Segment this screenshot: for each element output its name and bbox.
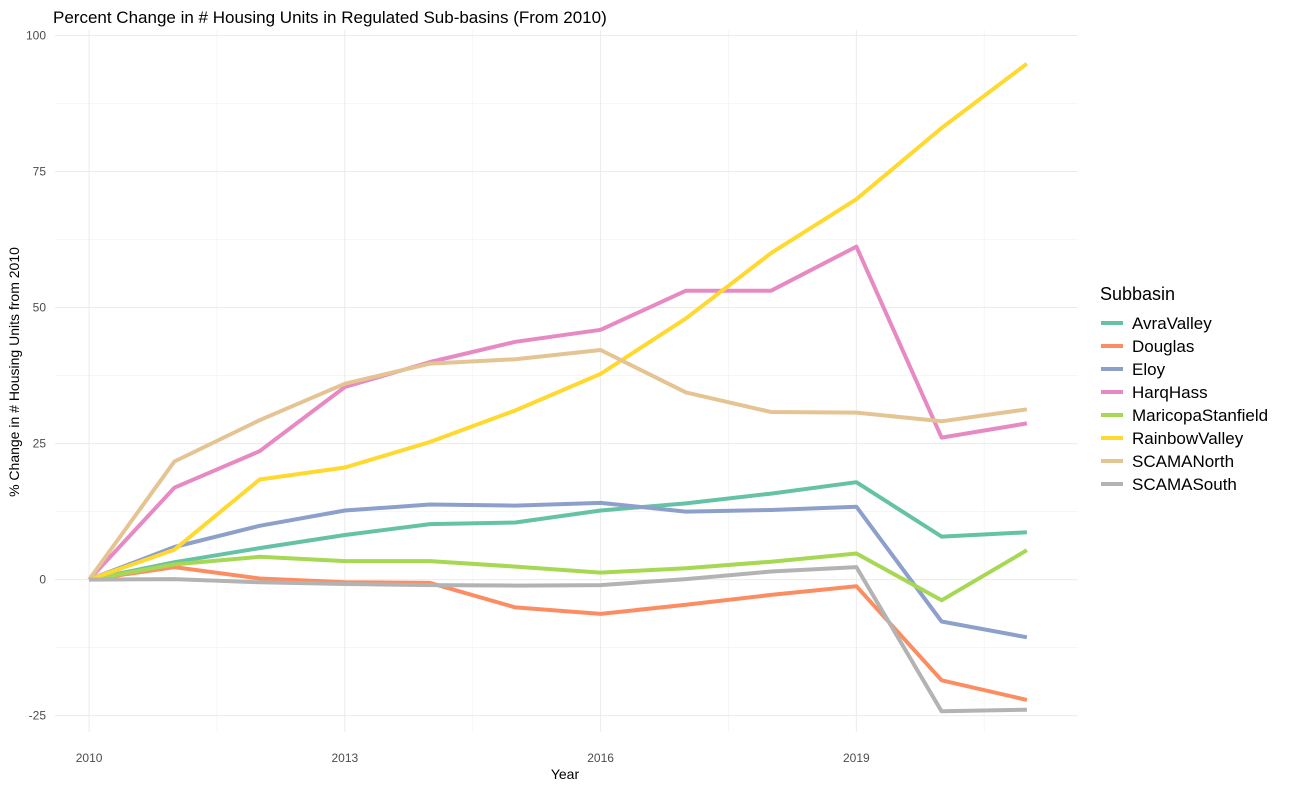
legend-label-scamanorth: SCAMANorth	[1132, 452, 1234, 471]
x-tick-label: 2016	[587, 751, 614, 765]
y-tick-label: 0	[39, 573, 46, 587]
y-tick-label: 25	[33, 437, 47, 451]
legend: Subbasin AvraValley Douglas Eloy HarqHass Ma…	[1100, 284, 1268, 494]
series-line-eloy	[88, 500, 1028, 640]
series-layer	[87, 62, 1029, 714]
series-line-scamasouth	[89, 565, 1027, 714]
legend-label-eloy: Eloy	[1132, 360, 1166, 379]
legend-label-scamasouth: SCAMASouth	[1132, 475, 1237, 494]
y-tick-label: 50	[33, 301, 47, 315]
series-line-douglas	[88, 565, 1028, 702]
legend-label-harqhass: HarqHass	[1132, 383, 1208, 402]
series-line-rainbowvalley	[88, 62, 1029, 582]
y-tick-label: 100	[26, 28, 46, 42]
chart-title: Percent Change in # Housing Units in Reg…	[53, 8, 607, 27]
legend-label-maricopastanfield: MaricopaStanfield	[1132, 406, 1268, 425]
x-axis-title: Year	[551, 766, 580, 782]
series-line-harqhass	[87, 244, 1028, 581]
series-line-maricopastanfield	[88, 548, 1028, 603]
axis-labels: -25 0 25 50 75 100 2010 2013 2016 2019	[26, 28, 870, 765]
y-tick-label: 75	[33, 164, 47, 178]
legend-label-avravalley: AvraValley	[1132, 314, 1212, 333]
series-line-avravalley	[88, 480, 1028, 582]
plot-grid	[55, 30, 1078, 732]
series-line-scamanorth	[87, 348, 1028, 581]
x-tick-label: 2010	[76, 751, 103, 765]
x-tick-label: 2013	[331, 751, 358, 765]
x-tick-label: 2019	[843, 751, 870, 765]
y-tick-label: -25	[29, 709, 47, 723]
legend-label-douglas: Douglas	[1132, 337, 1194, 356]
y-axis-title: % Change in # Housing Units from 2010	[6, 247, 22, 497]
legend-label-rainbowvalley: RainbowValley	[1132, 429, 1244, 448]
legend-title: Subbasin	[1100, 284, 1175, 304]
